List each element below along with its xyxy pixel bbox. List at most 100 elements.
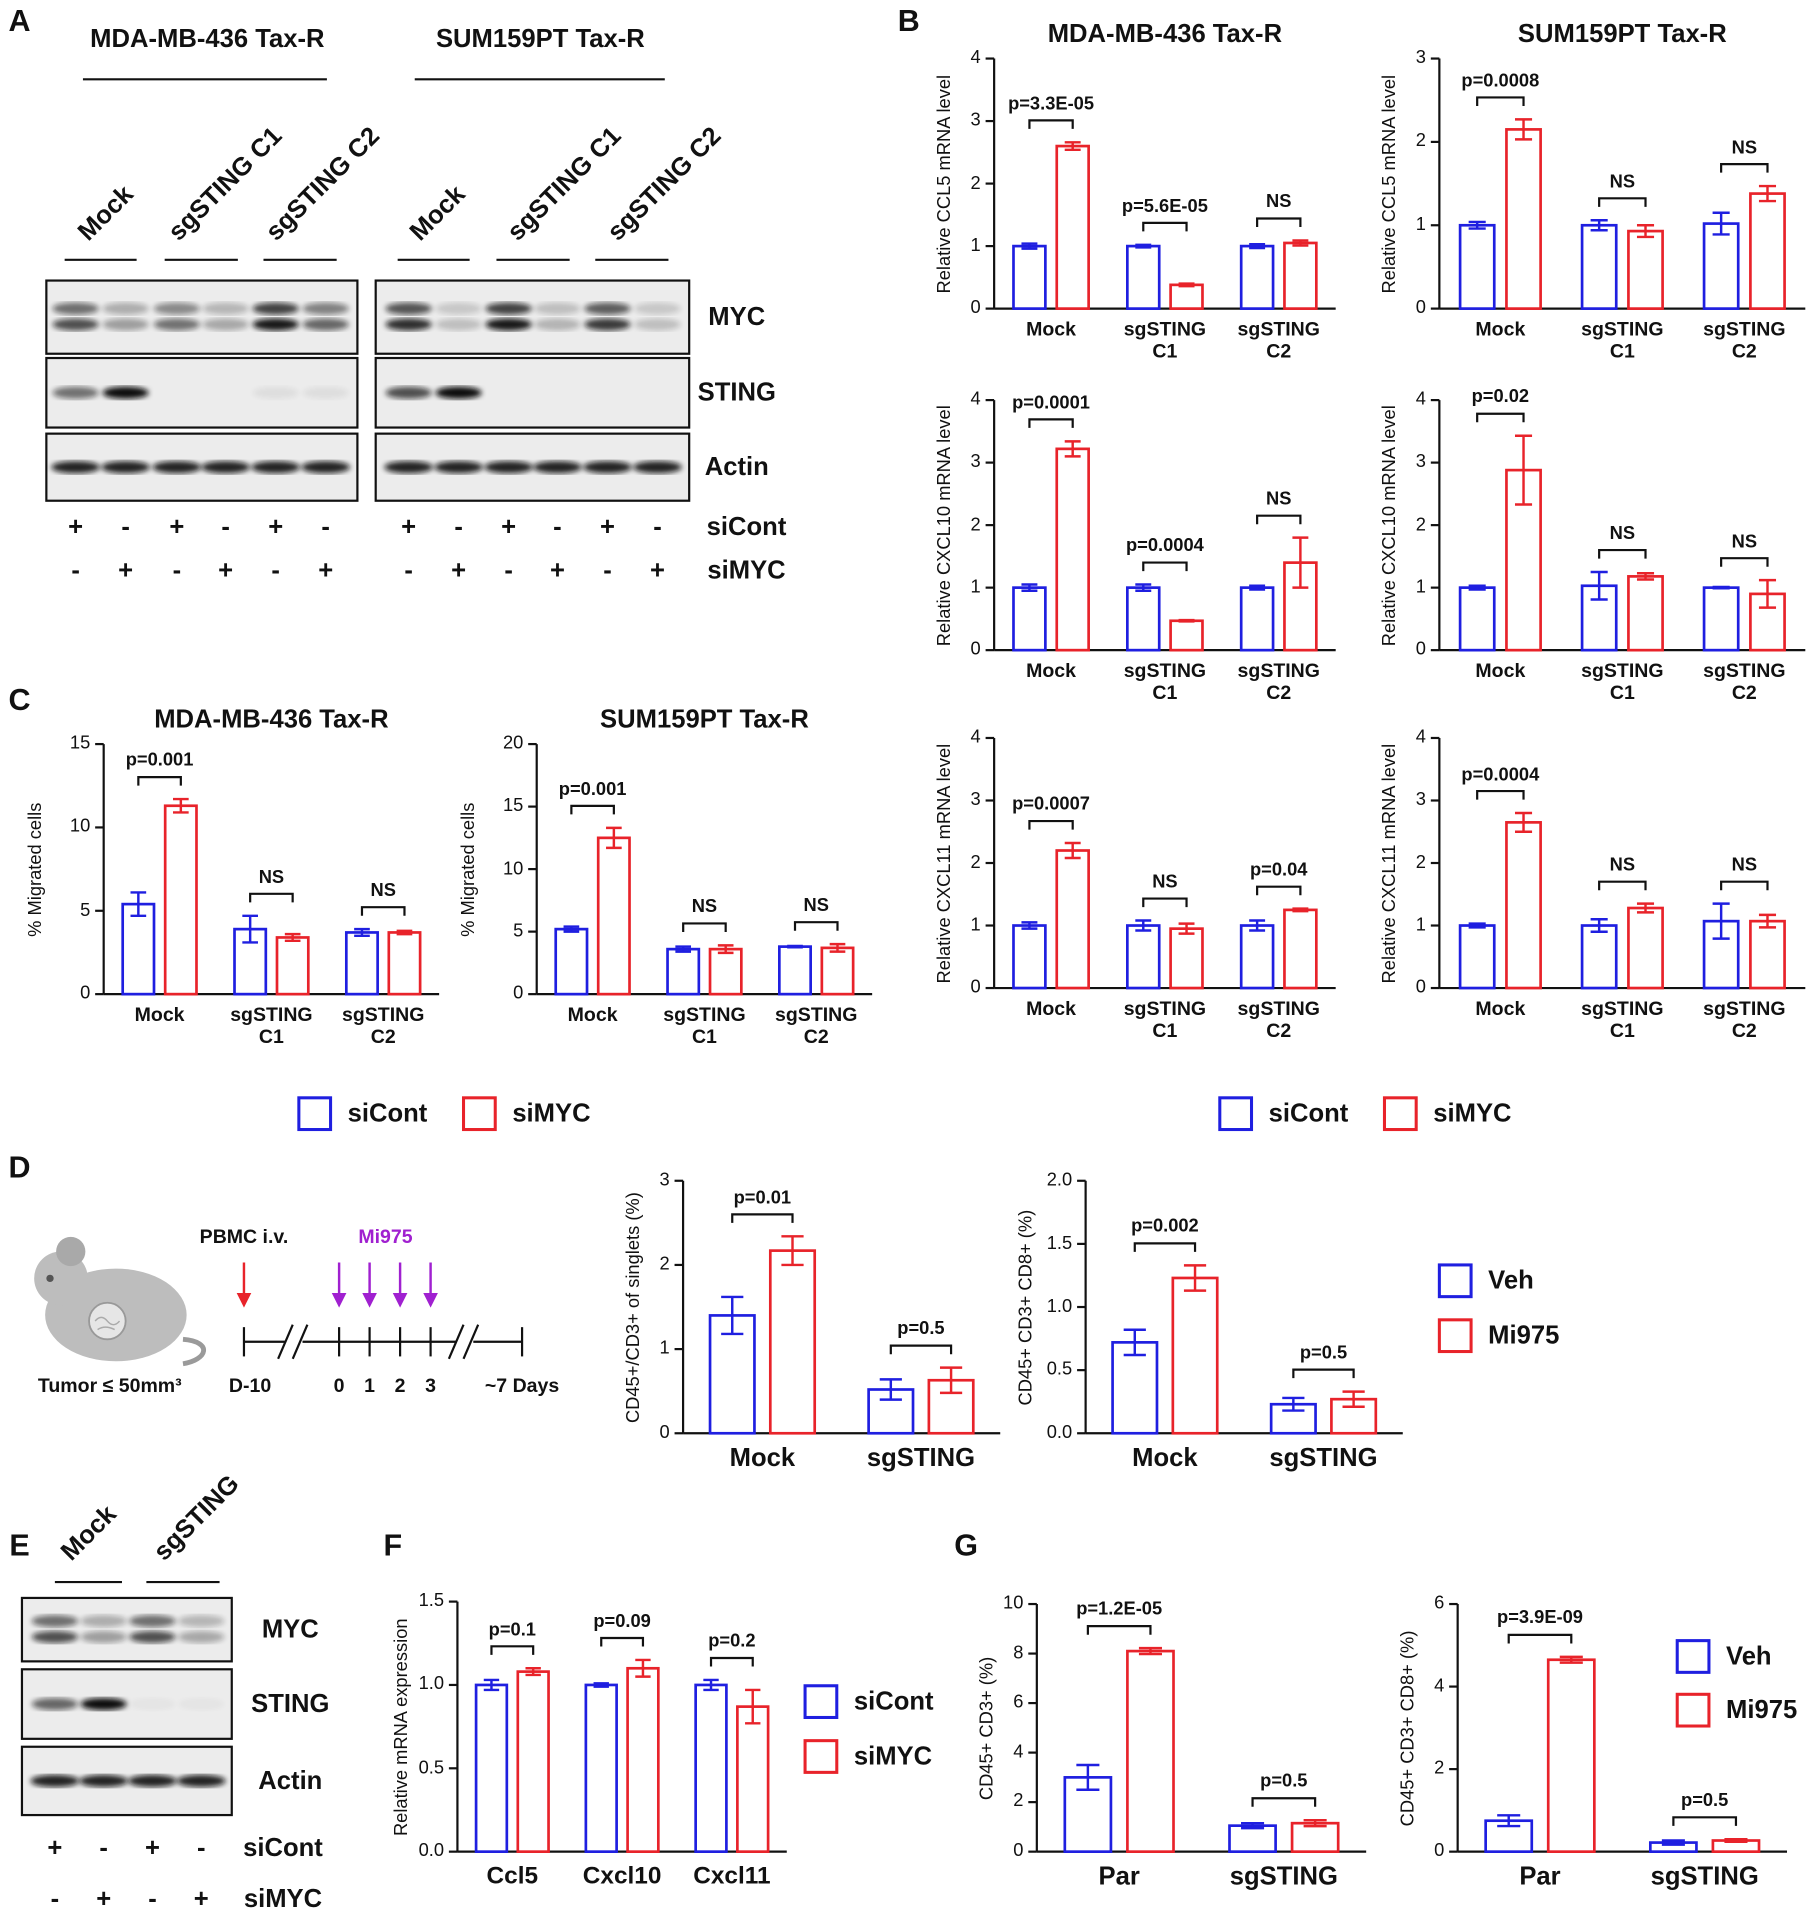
bar <box>1702 222 1740 310</box>
band <box>584 302 631 315</box>
error-bar <box>1636 902 1655 914</box>
error-bar <box>721 1295 744 1336</box>
y-tick-label: 1.0 <box>418 1673 445 1695</box>
x-tick-label: sgSTING C2 <box>1237 661 1320 704</box>
x-tick-label: sgSTING C2 <box>1703 999 1786 1042</box>
band <box>302 302 349 315</box>
timeline-label: 3 <box>425 1376 437 1397</box>
sign: + <box>268 512 284 541</box>
y-axis-label: CD45+/CD3+ of singlets (%) <box>623 1191 644 1423</box>
band <box>534 318 581 331</box>
error-bar <box>1590 918 1608 933</box>
band <box>102 386 149 399</box>
p-value: p=0.01 <box>733 1187 792 1208</box>
error-bar <box>1021 242 1038 250</box>
chart-title: SUM159PT Tax-R <box>1517 20 1727 49</box>
y-axis-label: % Migrated cells <box>25 801 47 937</box>
bar <box>1126 1649 1175 1853</box>
legend-label: siMYC <box>853 1742 933 1771</box>
error-bar <box>563 925 580 933</box>
p-value: p=0.0008 <box>1461 70 1540 92</box>
chart-title: MDA-MB-436 Tax-R <box>154 705 389 734</box>
p-value: p=0.001 <box>558 778 627 800</box>
error-bar <box>939 1366 963 1395</box>
sign: + <box>96 1885 112 1914</box>
band <box>252 302 299 315</box>
sign: - <box>99 1833 108 1862</box>
sign: + <box>193 1885 209 1914</box>
error-bar <box>781 1235 804 1267</box>
x-tick-label: sgSTING C1 <box>1123 999 1207 1042</box>
error-bar <box>1468 584 1486 591</box>
panel-label: B <box>897 3 920 39</box>
significance-bracket <box>1598 880 1647 891</box>
error-bar <box>1514 811 1533 833</box>
x-tick-label: sgSTING C1 <box>1123 319 1207 362</box>
x-tick-label: sgSTING C1 <box>1581 999 1664 1042</box>
x-tick-label: sgSTING <box>1229 1862 1338 1891</box>
error-bar <box>745 1688 761 1725</box>
sign: + <box>169 512 185 541</box>
row-label: siMYC <box>707 556 786 585</box>
error-bar <box>1468 220 1486 230</box>
significance-bracket <box>709 1656 754 1667</box>
p-value: NS <box>803 895 829 916</box>
y-tick-label: 3 <box>1415 789 1426 810</box>
chart-title: MDA-MB-436 Tax-R <box>1047 20 1283 49</box>
y-tick-label: 1 <box>1415 576 1426 598</box>
y-tick-label: 4 <box>1013 1741 1024 1763</box>
band <box>302 318 349 331</box>
sign: + <box>47 1833 63 1862</box>
significance-bracket <box>360 906 406 916</box>
y-tick-label: 0 <box>659 1421 670 1443</box>
band <box>385 302 432 315</box>
y-tick-label: 1 <box>1415 914 1426 935</box>
significance-bracket <box>570 804 615 815</box>
significance-bracket <box>1133 1242 1197 1252</box>
band <box>102 302 149 315</box>
band <box>435 302 482 315</box>
p-value: p=1.2E-05 <box>1076 1599 1163 1620</box>
band <box>51 461 101 474</box>
bar <box>387 931 422 996</box>
significance-bracket <box>1028 119 1074 129</box>
band <box>252 318 299 331</box>
band <box>31 1630 79 1644</box>
sign: - <box>321 512 330 541</box>
error-bar <box>829 942 846 953</box>
significance-bracket <box>1251 1797 1317 1807</box>
legend-swatch <box>1675 1692 1711 1728</box>
error-bar <box>1712 585 1730 590</box>
y-tick-label: 2 <box>970 851 981 873</box>
p-value: p=0.0004 <box>1125 535 1204 557</box>
error-bar <box>1514 118 1533 141</box>
p-value: p=3.3E-05 <box>1008 93 1095 114</box>
x-tick-label: Par <box>1519 1862 1561 1891</box>
bar <box>1627 229 1664 310</box>
band <box>129 1615 176 1628</box>
y-tick-label: 3 <box>659 1169 670 1191</box>
error-bar <box>1021 583 1038 592</box>
significance-bracket <box>1476 96 1525 106</box>
y-axis-label: Relative mRNA expression <box>391 1617 412 1836</box>
x-tick-label: Mock <box>1026 661 1076 682</box>
significance-bracket <box>1672 1816 1738 1826</box>
y-tick-label: 2 <box>970 172 981 194</box>
error-bar <box>1076 1763 1100 1791</box>
band-label: STING <box>251 1689 330 1719</box>
y-tick-label: 4 <box>1415 388 1426 410</box>
sign: - <box>196 1833 206 1862</box>
y-tick-label: 4 <box>1415 726 1426 748</box>
y-axis-label: CD45+ CD3+ CD8+ (%) <box>1397 1629 1419 1826</box>
x-tick-label: Mock <box>134 1005 185 1026</box>
y-tick-label: 1.5 <box>418 1590 445 1612</box>
bar <box>820 946 855 996</box>
band <box>80 1697 127 1711</box>
legend-label: siMYC <box>512 1099 591 1128</box>
y-tick-label: 0.0 <box>1046 1421 1073 1443</box>
p-value: p=0.001 <box>125 749 194 771</box>
band <box>178 1630 225 1644</box>
y-tick-label: 1 <box>970 234 981 256</box>
tumor-label: Tumor ≤ 50mm³ <box>37 1376 182 1397</box>
band <box>434 461 484 474</box>
